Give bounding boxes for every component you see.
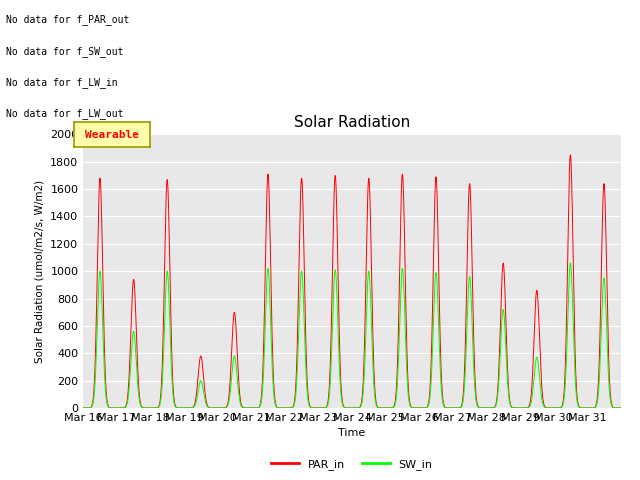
PAR_in [468,258,476,264]
Text: No data for f_LW_in: No data for f_LW_in [6,77,118,88]
Text: No data for f_SW_out: No data for f_SW_out [6,46,124,57]
PAR_in [566,152,574,158]
Text: No data for f_PAR_out: No data for f_PAR_out [6,14,130,25]
SW_in [189,405,197,410]
Legend: PAR_in, SW_in: PAR_in, SW_in [267,455,437,474]
PAR_in [617,405,625,411]
SW_in [535,365,543,371]
PAR_in [535,312,543,317]
SW_in [421,405,429,411]
SW_in [468,319,476,325]
SW_in [502,356,510,361]
Y-axis label: Solar Radiation (umol/m2/s, W/m2): Solar Radiation (umol/m2/s, W/m2) [35,180,45,363]
Line: SW_in: SW_in [83,263,621,408]
Line: PAR_in: PAR_in [83,155,621,408]
PAR_in [189,404,197,410]
Text: No data for f_LW_out: No data for f_LW_out [6,108,124,119]
Title: Solar Radiation: Solar Radiation [294,116,410,131]
SW_in [611,405,619,411]
PAR_in [502,332,510,338]
SW_in [617,405,625,411]
Text: Wearable: Wearable [85,130,139,140]
SW_in [566,260,574,266]
PAR_in [611,405,619,411]
PAR_in [79,405,87,411]
PAR_in [421,405,429,411]
X-axis label: Time: Time [339,429,365,438]
SW_in [79,405,87,411]
